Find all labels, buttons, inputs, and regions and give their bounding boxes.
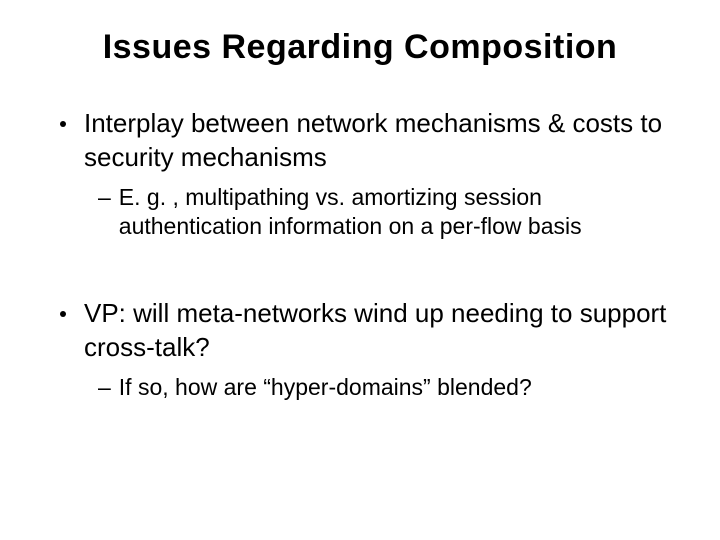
sub-text: E. g. , multipathing vs. amortizing sess… (119, 183, 680, 243)
bullet-item: Interplay between network mechanisms & c… (60, 107, 680, 175)
slide-content: Interplay between network mechanisms & c… (40, 107, 680, 403)
slide-title: Issues Regarding Composition (40, 28, 680, 67)
bullet-item: VP: will meta-networks wind up needing t… (60, 297, 680, 365)
bullet-icon (60, 311, 66, 317)
bullet-section: VP: will meta-networks wind up needing t… (60, 297, 680, 402)
sub-item: – E. g. , multipathing vs. amortizing se… (98, 183, 680, 243)
sub-item: – If so, how are “hyper-domains” blended… (98, 373, 680, 403)
bullet-text: Interplay between network mechanisms & c… (84, 107, 680, 175)
bullet-section: Interplay between network mechanisms & c… (60, 107, 680, 242)
bullet-icon (60, 121, 66, 127)
dash-icon: – (98, 183, 111, 213)
sub-text: If so, how are “hyper-domains” blended? (119, 373, 532, 403)
dash-icon: – (98, 373, 111, 403)
bullet-text: VP: will meta-networks wind up needing t… (84, 297, 680, 365)
